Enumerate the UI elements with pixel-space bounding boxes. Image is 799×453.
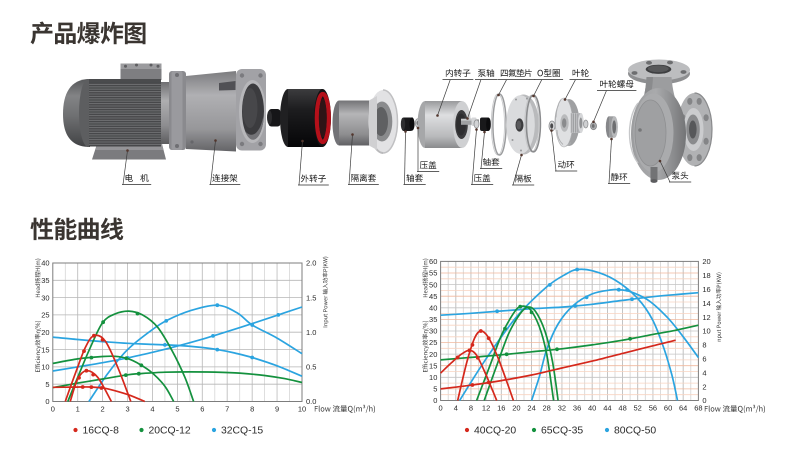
svg-text:48: 48 bbox=[618, 404, 626, 413]
svg-text:60: 60 bbox=[429, 257, 437, 266]
svg-text:15: 15 bbox=[429, 361, 437, 370]
svg-text:16: 16 bbox=[702, 285, 710, 294]
svg-text:2: 2 bbox=[702, 382, 706, 391]
svg-text:50: 50 bbox=[429, 280, 437, 289]
svg-text:56: 56 bbox=[649, 404, 657, 413]
svg-text:5: 5 bbox=[433, 385, 437, 394]
svg-text:0: 0 bbox=[439, 404, 443, 413]
svg-text:10: 10 bbox=[429, 373, 437, 382]
svg-text:14: 14 bbox=[702, 299, 710, 308]
svg-text:40: 40 bbox=[429, 304, 437, 313]
svg-text:2: 2 bbox=[101, 405, 105, 414]
svg-text:10: 10 bbox=[702, 327, 710, 336]
svg-text:6: 6 bbox=[702, 355, 706, 364]
svg-text:30: 30 bbox=[41, 293, 49, 302]
svg-text:5: 5 bbox=[45, 380, 49, 389]
svg-text:0: 0 bbox=[433, 396, 437, 405]
svg-text:3: 3 bbox=[126, 405, 130, 414]
svg-text:32: 32 bbox=[558, 404, 566, 413]
svg-text:6: 6 bbox=[200, 405, 204, 414]
svg-text:8: 8 bbox=[250, 405, 254, 414]
svg-text:18: 18 bbox=[702, 271, 710, 280]
svg-text:20: 20 bbox=[41, 328, 49, 337]
svg-text:32CQ-15: 32CQ-15 bbox=[221, 426, 263, 437]
svg-text:16: 16 bbox=[497, 404, 505, 413]
svg-text:28: 28 bbox=[543, 404, 551, 413]
svg-text:8: 8 bbox=[702, 341, 706, 350]
svg-text:0: 0 bbox=[702, 396, 706, 405]
svg-text:35: 35 bbox=[429, 315, 437, 324]
svg-text:25: 25 bbox=[429, 338, 437, 347]
svg-text:0.5: 0.5 bbox=[306, 363, 316, 372]
svg-text:40: 40 bbox=[588, 404, 596, 413]
svg-text:1.0: 1.0 bbox=[306, 328, 316, 337]
svg-text:68: 68 bbox=[694, 404, 702, 413]
svg-text:20CQ-12: 20CQ-12 bbox=[149, 426, 191, 437]
svg-text:64: 64 bbox=[679, 404, 687, 413]
svg-text:15: 15 bbox=[41, 345, 49, 354]
svg-text:30: 30 bbox=[429, 327, 437, 336]
svg-text:36: 36 bbox=[573, 404, 581, 413]
svg-text:0.0: 0.0 bbox=[306, 397, 316, 406]
svg-text:4: 4 bbox=[150, 405, 154, 414]
svg-text:40: 40 bbox=[41, 259, 49, 268]
svg-text:55: 55 bbox=[429, 269, 437, 278]
svg-text:52: 52 bbox=[634, 404, 642, 413]
svg-text:20: 20 bbox=[702, 257, 710, 266]
svg-text:60: 60 bbox=[664, 404, 672, 413]
svg-text:16CQ-8: 16CQ-8 bbox=[83, 426, 120, 437]
svg-text:44: 44 bbox=[603, 404, 611, 413]
svg-text:7: 7 bbox=[225, 405, 229, 414]
svg-text:9: 9 bbox=[275, 405, 279, 414]
svg-text:10: 10 bbox=[298, 405, 306, 414]
svg-text:25: 25 bbox=[41, 311, 49, 320]
svg-text:8: 8 bbox=[469, 404, 473, 413]
svg-text:0: 0 bbox=[45, 397, 49, 406]
svg-text:5: 5 bbox=[175, 405, 179, 414]
svg-text:2.0: 2.0 bbox=[306, 259, 316, 268]
svg-text:80CQ-50: 80CQ-50 bbox=[614, 426, 656, 437]
svg-text:20: 20 bbox=[512, 404, 520, 413]
svg-text:1.5: 1.5 bbox=[306, 293, 316, 302]
svg-text:20: 20 bbox=[429, 350, 437, 359]
svg-text:12: 12 bbox=[702, 313, 710, 322]
svg-text:0: 0 bbox=[51, 405, 55, 414]
svg-text:4: 4 bbox=[702, 368, 706, 377]
svg-text:12: 12 bbox=[482, 404, 490, 413]
svg-text:65CQ-35: 65CQ-35 bbox=[541, 426, 583, 437]
svg-text:1: 1 bbox=[76, 405, 80, 414]
svg-text:35: 35 bbox=[41, 276, 49, 285]
svg-text:24: 24 bbox=[527, 404, 535, 413]
svg-text:40CQ-20: 40CQ-20 bbox=[474, 426, 516, 437]
svg-text:45: 45 bbox=[429, 292, 437, 301]
svg-text:4: 4 bbox=[454, 404, 458, 413]
svg-text:10: 10 bbox=[41, 363, 49, 372]
